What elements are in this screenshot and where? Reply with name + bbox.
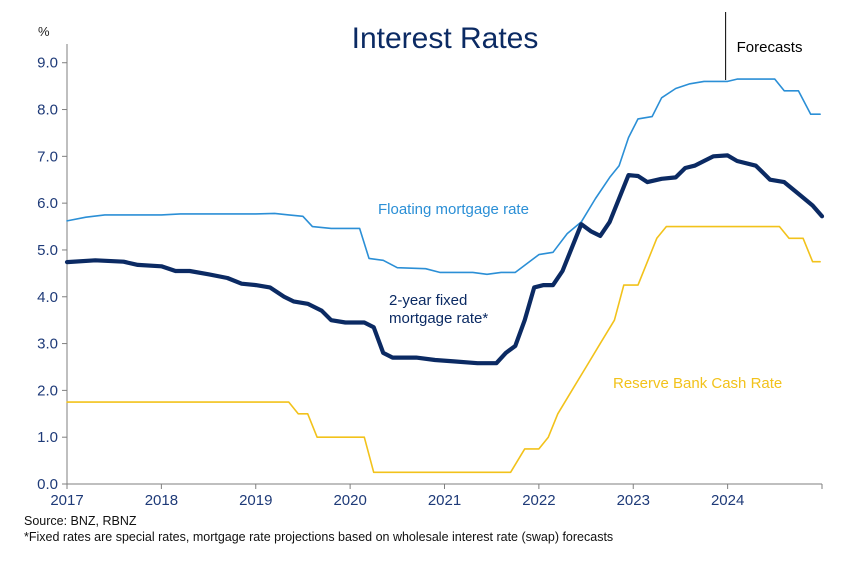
floating-rate-label: Floating mortgage rate [378, 201, 529, 218]
x-tick-label: 2024 [711, 492, 744, 509]
x-tick-label: 2022 [522, 492, 555, 509]
y-tick-label: 2.0 [37, 382, 58, 399]
x-tick-label: 2018 [145, 492, 178, 509]
y-tick-label: 0.0 [37, 476, 58, 493]
y-tick-label: 9.0 [37, 55, 58, 72]
y-tick-label: 1.0 [37, 429, 58, 446]
forecast-label: Forecasts [737, 39, 803, 56]
source-note: Source: BNZ, RBNZ [24, 514, 137, 528]
y-tick-label: 8.0 [37, 102, 58, 119]
cash-rate-line [66, 225, 821, 474]
fixed-rate-label: 2-year fixed mortgage rate* [389, 292, 488, 327]
x-tick-label: 2023 [617, 492, 650, 509]
y-tick-label: 4.0 [37, 289, 58, 306]
y-tick-label: 7.0 [37, 148, 58, 165]
y-axis-unit: % [38, 24, 50, 39]
x-tick-label: 2020 [333, 492, 366, 509]
x-tick-label: 2021 [428, 492, 461, 509]
x-tick-label: 2017 [50, 492, 83, 509]
cash-rate-label: Reserve Bank Cash Rate [613, 375, 782, 392]
x-tick-label: 2019 [239, 492, 272, 509]
interest-rates-chart: Interest Rates % 0.0 1.0 2.0 3.0 4.0 5.0 6.0 7.… [37, 12, 825, 509]
chart-title: Interest Rates [352, 22, 539, 55]
floating-rate-line [66, 78, 821, 276]
fixed-rate-line [64, 153, 825, 366]
y-tick-label: 5.0 [37, 242, 58, 259]
y-tick-label: 3.0 [37, 336, 58, 353]
y-tick-label: 6.0 [37, 195, 58, 212]
footnote: *Fixed rates are special rates, mortgage… [24, 530, 614, 544]
